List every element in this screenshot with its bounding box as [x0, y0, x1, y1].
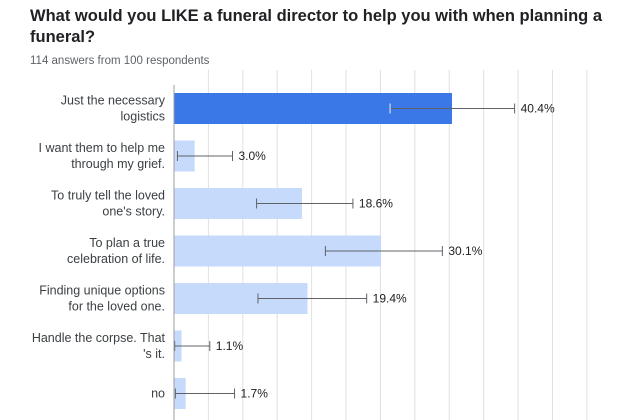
category-label: no [151, 387, 165, 401]
value-label: 1.7% [241, 387, 269, 401]
category-label: Finding unique options for the loved one. [39, 284, 165, 314]
category-label: I want them to help me through my grief. [39, 141, 166, 171]
category-labels: Just the necessary logistics I want them t… [32, 94, 166, 401]
category-label: Handle the corpse. That's it. [32, 331, 166, 361]
category-label: To plan a true celebration of life. [67, 236, 165, 266]
bars [174, 93, 516, 409]
value-label: 30.1% [448, 244, 482, 258]
value-label: 19.4% [373, 292, 407, 306]
category-label: Just the necessary logistics [61, 94, 166, 124]
value-label: 3.0% [238, 149, 266, 163]
value-label: 1.1% [216, 339, 244, 353]
category-label: To truly tell the loved one's story. [51, 189, 165, 219]
chart-subtitle: 114 answers from 100 respondents [30, 55, 210, 67]
value-labels: 40.4% 3.0% 18.6% 30.1% 19.4% 1.1% 1.7% [216, 102, 555, 401]
value-label: 18.6% [359, 197, 393, 211]
chart-title: What would you LIKE a funeral director t… [30, 7, 603, 46]
value-label: 40.4% [521, 102, 555, 116]
